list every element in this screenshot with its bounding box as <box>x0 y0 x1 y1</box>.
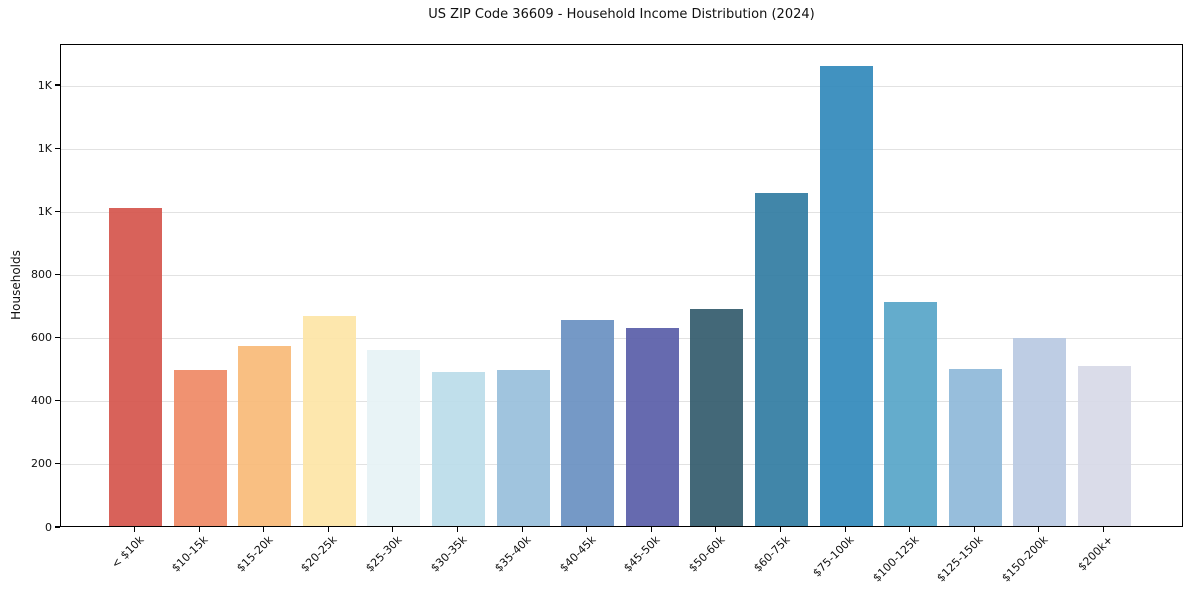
gridline <box>61 338 1182 340</box>
x-tick-mark <box>715 527 717 532</box>
y-tick-mark <box>55 400 60 402</box>
y-tick-mark <box>55 463 60 465</box>
y-tick-label: 1K <box>37 204 52 218</box>
x-tick-mark <box>650 527 652 532</box>
x-tick-mark <box>456 527 459 532</box>
x-tick-mark <box>1038 527 1040 532</box>
y-tick-mark <box>55 336 60 339</box>
bar-15-20k <box>238 346 292 526</box>
bar-60-75k <box>755 192 808 526</box>
bar-40-45k <box>561 319 615 526</box>
bar-25-30k <box>367 349 421 526</box>
y-tick-mark <box>55 84 60 86</box>
bar-100-125k <box>884 301 938 526</box>
gridline <box>61 211 1182 213</box>
x-tick-mark <box>844 527 846 532</box>
x-tick-mark <box>1102 527 1105 532</box>
y-tick-mark <box>55 210 60 212</box>
y-tick-label: 400 <box>31 394 52 408</box>
x-tick-mark <box>392 527 394 532</box>
bar-20-25k <box>302 316 356 526</box>
bar-200k <box>1078 365 1131 526</box>
x-tick-mark <box>973 527 975 532</box>
bar-45-50k <box>625 328 679 526</box>
x-tick-mark <box>586 527 588 532</box>
y-tick-mark <box>55 273 60 276</box>
y-tick-mark <box>55 147 60 149</box>
x-tick-mark <box>263 527 265 532</box>
x-tick-mark <box>909 527 911 532</box>
bar-125-150k <box>948 369 1002 526</box>
x-tick-label: < $10k <box>108 533 146 571</box>
y-tick-label: 1K <box>37 78 52 92</box>
bar-10-15k <box>173 369 227 526</box>
gridline <box>61 401 1182 403</box>
gridline <box>61 148 1182 150</box>
x-tick-mark <box>198 527 200 532</box>
gridline <box>61 274 1182 276</box>
plot-area <box>60 44 1183 527</box>
y-tick-label: 1K <box>37 141 52 155</box>
y-tick-label: 200 <box>31 457 52 471</box>
x-tick-mark <box>521 527 523 532</box>
bar-150-200k <box>1013 337 1067 526</box>
bar-75-100k <box>819 66 873 526</box>
y-tick-label: 0 <box>45 520 52 534</box>
bar-30-35k <box>432 371 485 526</box>
gridline <box>61 464 1182 466</box>
x-tick-mark <box>779 527 782 532</box>
chart-title: US ZIP Code 36609 - Household Income Dis… <box>428 7 815 22</box>
gridline <box>61 85 1182 87</box>
bar-10k <box>109 208 162 526</box>
x-tick-mark <box>327 527 329 532</box>
y-tick-label: 600 <box>31 331 52 345</box>
bar-50-60k <box>690 309 744 526</box>
bar-35-40k <box>496 369 550 526</box>
y-tick-mark <box>55 526 60 528</box>
y-tick-label: 800 <box>31 267 52 281</box>
y-axis-label: Households <box>9 250 23 320</box>
x-tick-mark <box>133 527 136 532</box>
